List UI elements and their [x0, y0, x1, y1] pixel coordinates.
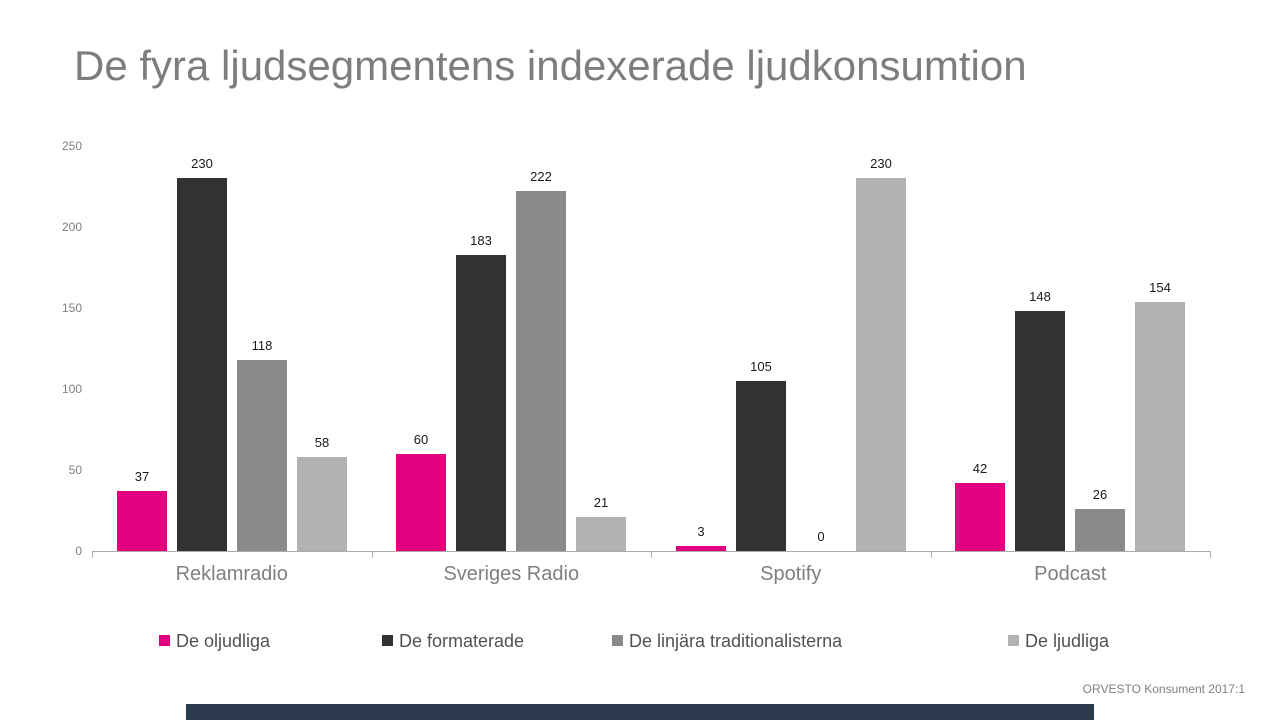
y-axis-tick-label: 250	[61, 139, 82, 153]
value-label-sveriges-radio-de-ljudliga: 21	[593, 495, 609, 510]
y-axis-tick-label: 150	[61, 301, 82, 315]
x-axis-tick-mark	[92, 552, 93, 558]
source-note: ORVESTO Konsument 2017:1	[1082, 682, 1245, 696]
bar-reklamradio-de-ljudliga	[297, 457, 347, 551]
y-axis-tick-label: 50	[68, 463, 82, 477]
value-label-sveriges-radio-de-formaterade: 183	[470, 233, 492, 248]
legend-label: De linjära traditionalisterna	[629, 631, 843, 651]
bar-spotify-de-formaterade	[736, 381, 786, 551]
x-axis-line	[92, 551, 1211, 552]
value-label-spotify-de-linjära-traditionalisterna: 0	[817, 529, 825, 544]
x-axis-category-label: Reklamradio	[175, 563, 288, 585]
legend-swatch-icon	[612, 635, 623, 646]
value-label-podcast-de-formaterade: 148	[1029, 289, 1051, 304]
value-label-reklamradio-de-linjära-traditionalisterna: 118	[251, 338, 273, 353]
bar-reklamradio-de-oljudliga	[117, 491, 167, 551]
value-label-reklamradio-de-ljudliga: 58	[314, 435, 330, 450]
y-axis-tick-label: 200	[61, 220, 82, 234]
bar-spotify-de-ljudliga	[856, 178, 906, 551]
bar-podcast-de-formaterade	[1015, 311, 1065, 551]
legend-swatch-icon	[382, 635, 393, 646]
bar-sveriges-radio-de-oljudliga	[396, 454, 446, 551]
bar-reklamradio-de-formaterade	[177, 178, 227, 551]
value-label-sveriges-radio-de-oljudliga: 60	[413, 432, 429, 447]
y-axis-tick-label: 0	[75, 544, 82, 558]
bar-sveriges-radio-de-formaterade	[456, 255, 506, 551]
value-label-spotify-de-oljudliga: 3	[697, 524, 705, 539]
y-axis-tick-label: 100	[61, 382, 82, 396]
value-label-podcast-de-ljudliga: 154	[1149, 280, 1171, 295]
x-axis-category-label: Podcast	[1034, 563, 1107, 585]
x-axis-tick-mark	[651, 552, 652, 558]
legend-label: De oljudliga	[176, 631, 271, 651]
x-axis-tick-mark	[931, 552, 932, 558]
x-axis-tick-mark	[1210, 552, 1211, 558]
bar-spotify-de-oljudliga	[676, 546, 726, 551]
legend-label: De formaterade	[399, 631, 525, 651]
value-label-sveriges-radio-de-linjära-traditionalisterna: 222	[530, 169, 552, 184]
bar-podcast-de-ljudliga	[1135, 302, 1185, 551]
chart-legend: De oljudliga De formaterade De linjära tra…	[0, 629, 1280, 655]
value-label-podcast-de-oljudliga: 42	[972, 461, 988, 476]
value-label-reklamradio-de-formaterade: 230	[191, 156, 213, 171]
legend-swatch-icon	[159, 635, 170, 646]
legend-swatch-icon	[1008, 635, 1019, 646]
bottom-accent-bar	[186, 704, 1094, 720]
bar-sveriges-radio-de-linjära-traditionalisterna	[516, 191, 566, 551]
x-axis-tick-mark	[372, 552, 373, 558]
x-axis-category-label: Spotify	[760, 563, 822, 585]
bar-sveriges-radio-de-ljudliga	[576, 517, 626, 551]
legend-label: De ljudliga	[1025, 631, 1110, 651]
value-label-podcast-de-linjära-traditionalisterna: 26	[1092, 487, 1108, 502]
value-label-spotify-de-ljudliga: 230	[870, 156, 892, 171]
value-label-reklamradio-de-oljudliga: 37	[134, 469, 150, 484]
value-label-spotify-de-formaterade: 105	[750, 359, 772, 374]
bar-reklamradio-de-linjära-traditionalisterna	[237, 360, 287, 551]
bar-podcast-de-oljudliga	[955, 483, 1005, 551]
bar-podcast-de-linjära-traditionalisterna	[1075, 509, 1125, 551]
page-title: De fyra ljudsegmentens indexerade ljudko…	[74, 42, 1027, 89]
x-axis-category-label: Sveriges Radio	[443, 563, 580, 585]
